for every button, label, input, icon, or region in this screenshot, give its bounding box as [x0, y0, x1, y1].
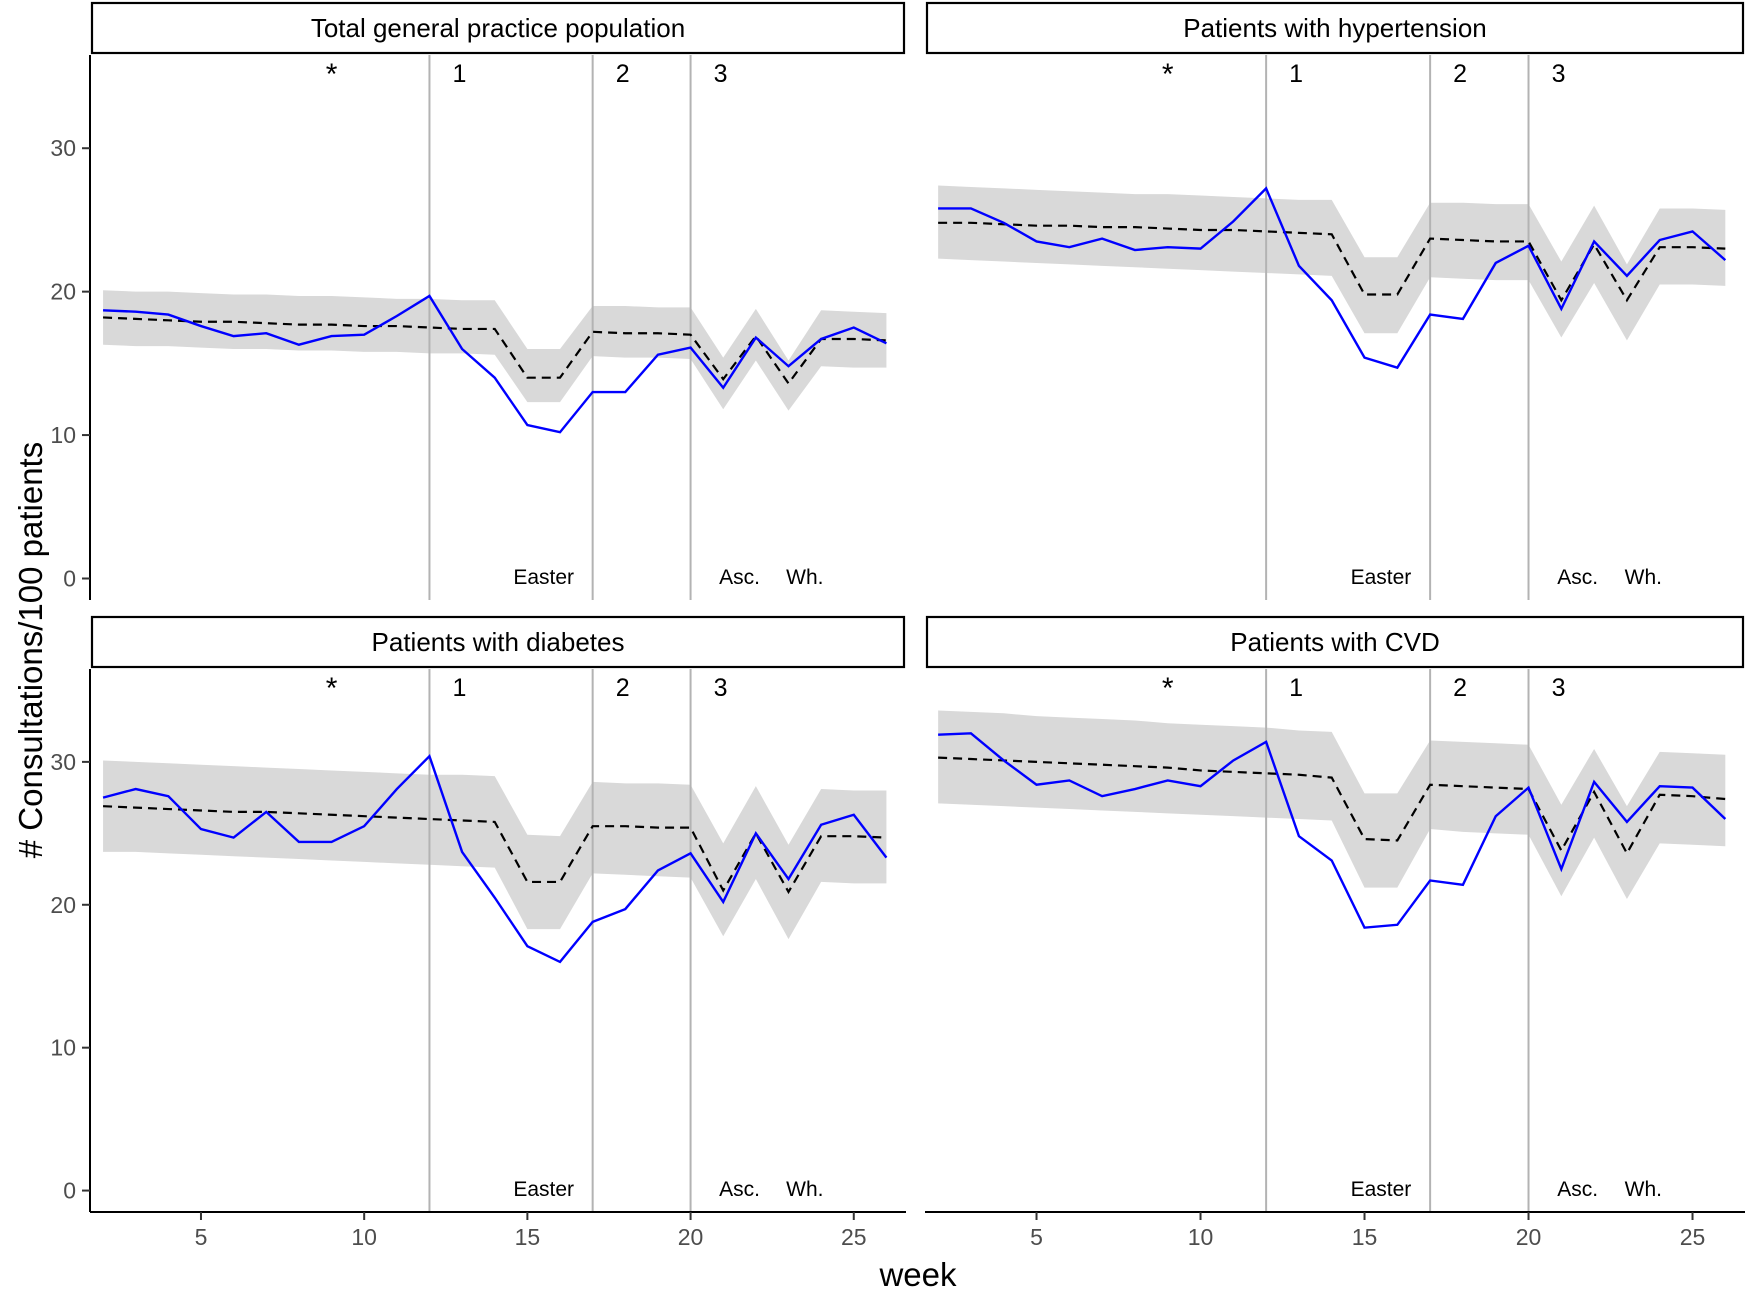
panel-4: Patients with CVD 1 2 3 * Easter Asc. Wh. 5 10 15 2…	[925, 615, 1745, 1250]
y-tick-label: 10	[50, 1035, 76, 1061]
reference-line-label: 3	[714, 674, 728, 702]
x-tick-label: 10	[351, 1224, 377, 1250]
y-tick-label: 0	[63, 1178, 76, 1204]
x-tick-label: 25	[1680, 1224, 1706, 1250]
reference-line-label: 3	[1552, 674, 1566, 702]
x-tick-label: 20	[678, 1224, 704, 1250]
x-tick-label: 15	[1352, 1224, 1378, 1250]
holiday-label: Asc.	[1557, 566, 1598, 589]
star-marker: *	[1162, 58, 1174, 91]
holiday-label: Easter	[513, 566, 574, 589]
reference-line-label: 1	[1289, 60, 1303, 88]
holiday-label: Wh.	[786, 1178, 823, 1201]
x-tick-label: 5	[1030, 1224, 1043, 1250]
holiday-label: Easter	[1351, 566, 1412, 589]
panel-title: Patients with CVD	[1230, 627, 1440, 657]
x-tick-label: 25	[841, 1224, 867, 1250]
panel-strip	[925, 1, 1745, 55]
y-axis-title: # Consultations/100 patients	[12, 442, 49, 858]
holiday-label: Asc.	[719, 566, 760, 589]
observed-line	[938, 732, 1727, 929]
reference-line-label: 1	[1289, 674, 1303, 702]
observed-line	[938, 186, 1727, 370]
interval-band	[938, 185, 1726, 341]
y-tick-label: 20	[50, 279, 76, 305]
panel-1: Total general practice population 1 2 3 * Eas…	[50, 1, 906, 600]
y-tick-label: 20	[50, 892, 76, 918]
holiday-label: Easter	[1351, 1178, 1412, 1201]
x-tick-label: 15	[515, 1224, 541, 1250]
observed-line	[102, 753, 888, 964]
panel-3: Patients with diabetes 1 2 3 * Easter Asc. Wh. 0…	[50, 615, 906, 1250]
reference-line-label: 1	[453, 60, 467, 88]
x-tick-label: 20	[1516, 1224, 1542, 1250]
panel-title: Patients with hypertension	[1183, 13, 1487, 43]
star-marker: *	[326, 672, 338, 705]
reference-line-label: 2	[1453, 60, 1467, 88]
holiday-label: Wh.	[1625, 1178, 1662, 1201]
expected-line	[938, 221, 1726, 303]
expected-line	[103, 316, 887, 386]
reference-line-label: 3	[1552, 60, 1566, 88]
reference-line-label: 3	[714, 60, 728, 88]
y-tick-label: 30	[50, 135, 76, 161]
star-marker: *	[1162, 672, 1174, 705]
holiday-label: Asc.	[719, 1178, 760, 1201]
star-marker: *	[326, 58, 338, 91]
panel-strip	[90, 615, 906, 669]
panel-2: Patients with hypertension 1 2 3 * Easter Asc.…	[925, 1, 1745, 600]
expected-line	[938, 756, 1726, 856]
panel-strip	[925, 615, 1745, 669]
y-tick-label: 30	[50, 749, 76, 775]
panel-strip	[90, 1, 906, 55]
panel-title: Patients with diabetes	[372, 627, 625, 657]
x-tick-label: 5	[195, 1224, 208, 1250]
interval-band	[938, 710, 1726, 900]
observed-line	[103, 294, 887, 434]
holiday-label: Easter	[513, 1178, 574, 1201]
reference-line-label: 2	[1453, 674, 1467, 702]
x-axis-title: week	[878, 1256, 957, 1292]
x-tick-label: 10	[1188, 1224, 1214, 1250]
reference-line-label: 1	[453, 674, 467, 702]
holiday-label: Wh.	[786, 566, 823, 589]
reference-line-label: 2	[616, 60, 630, 88]
y-tick-label: 10	[50, 422, 76, 448]
expected-line	[103, 805, 887, 895]
y-tick-label: 0	[63, 565, 76, 591]
holiday-label: Wh.	[1625, 566, 1662, 589]
holiday-label: Asc.	[1557, 1178, 1598, 1201]
panel-title: Total general practice population	[311, 13, 685, 43]
reference-line-label: 2	[616, 674, 630, 702]
